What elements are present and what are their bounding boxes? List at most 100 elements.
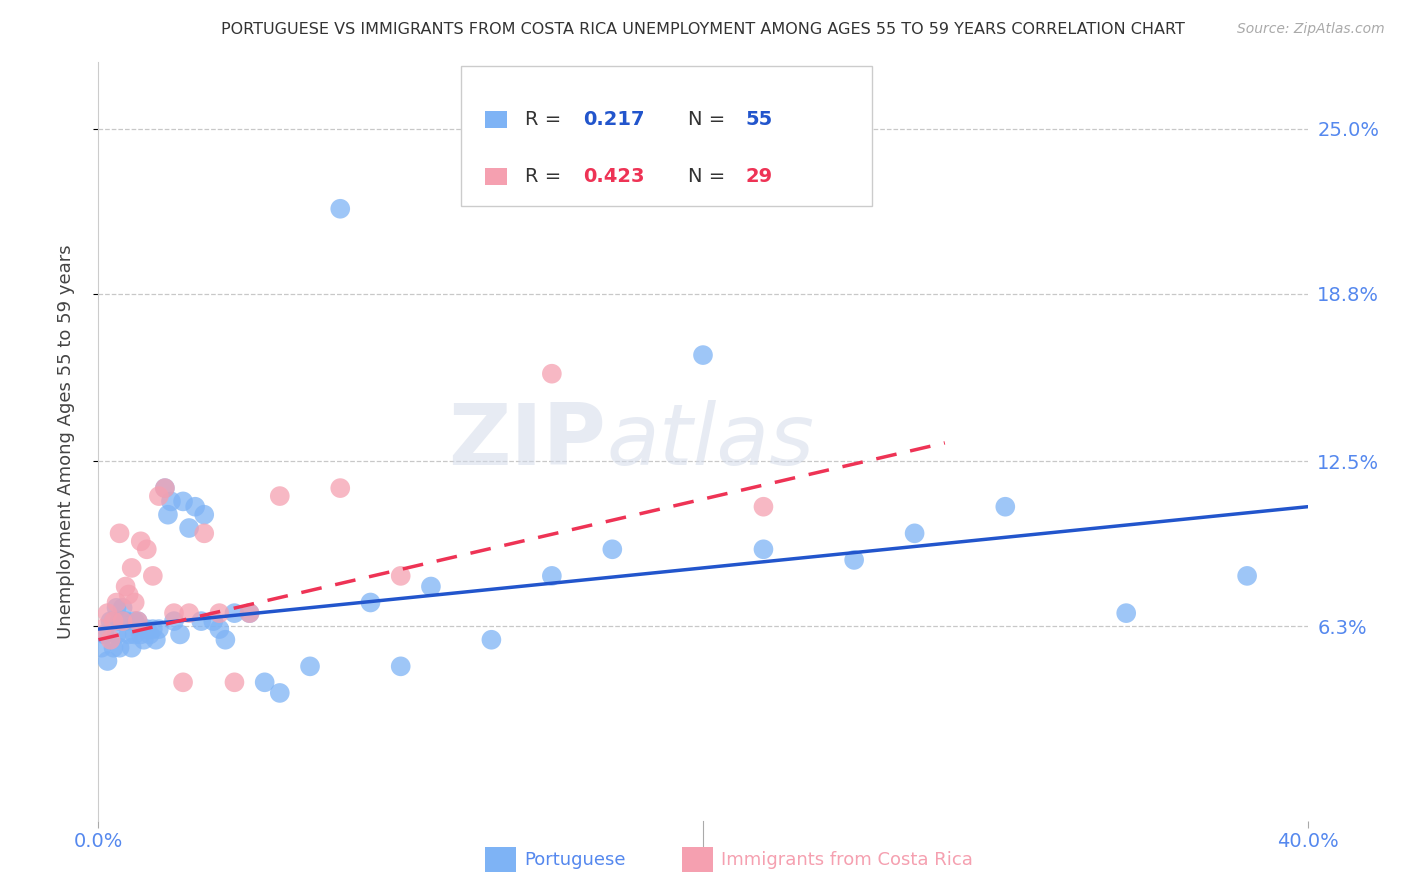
Point: [172, 494, 194, 508]
Point: [179, 521, 201, 535]
Point: [184, 500, 207, 514]
Point: [100, 614, 122, 628]
Point: [105, 595, 128, 609]
Point: [202, 614, 225, 628]
Text: 55: 55: [745, 110, 772, 128]
Point: [139, 627, 162, 641]
Point: [142, 622, 165, 636]
Point: [239, 606, 262, 620]
Point: [105, 600, 128, 615]
Text: N =: N =: [689, 110, 733, 128]
Point: [96, 654, 118, 668]
Point: [269, 686, 291, 700]
Point: [135, 542, 157, 557]
Point: [540, 569, 562, 583]
Point: [118, 587, 141, 601]
Point: [299, 659, 322, 673]
Point: [1115, 606, 1137, 620]
Point: [108, 614, 131, 628]
Text: R =: R =: [526, 110, 568, 128]
Point: [135, 622, 157, 636]
Point: [103, 614, 125, 628]
Point: [602, 542, 624, 557]
Text: atlas: atlas: [606, 400, 814, 483]
Point: [1236, 569, 1258, 583]
Point: [121, 561, 143, 575]
Point: [96, 606, 118, 620]
Point: [540, 367, 562, 381]
Point: [752, 542, 775, 557]
Point: [904, 526, 927, 541]
FancyBboxPatch shape: [485, 168, 506, 185]
Point: [153, 481, 176, 495]
Point: [239, 606, 262, 620]
Point: [129, 534, 152, 549]
Point: [172, 675, 194, 690]
Text: Immigrants from Costa Rica: Immigrants from Costa Rica: [721, 851, 973, 869]
Point: [208, 622, 231, 636]
Point: [127, 614, 149, 628]
Y-axis label: Unemployment Among Ages 55 to 59 years: Unemployment Among Ages 55 to 59 years: [56, 244, 75, 639]
Point: [132, 632, 155, 647]
Point: [111, 614, 134, 628]
Point: [389, 659, 412, 673]
Text: N =: N =: [689, 167, 733, 186]
Point: [114, 580, 136, 594]
Text: R =: R =: [526, 167, 568, 186]
Point: [108, 526, 131, 541]
Point: [103, 640, 125, 655]
Point: [108, 640, 131, 655]
Point: [90, 640, 112, 655]
Point: [111, 600, 134, 615]
Point: [193, 526, 215, 541]
Point: [692, 348, 714, 362]
Text: ZIP: ZIP: [449, 400, 606, 483]
Point: [190, 614, 212, 628]
Point: [193, 508, 215, 522]
Point: [481, 632, 503, 647]
Text: 0.217: 0.217: [583, 110, 645, 128]
Point: [752, 500, 775, 514]
Point: [253, 675, 276, 690]
Point: [100, 632, 122, 647]
Text: Source: ZipAtlas.com: Source: ZipAtlas.com: [1237, 22, 1385, 37]
Point: [224, 675, 246, 690]
Text: PORTUGUESE VS IMMIGRANTS FROM COSTA RICA UNEMPLOYMENT AMONG AGES 55 TO 59 YEARS : PORTUGUESE VS IMMIGRANTS FROM COSTA RICA…: [221, 22, 1185, 37]
Point: [124, 614, 146, 628]
Point: [844, 553, 866, 567]
Point: [224, 606, 246, 620]
Point: [127, 614, 149, 628]
Point: [153, 481, 176, 495]
Point: [420, 580, 443, 594]
Point: [389, 569, 412, 583]
Point: [214, 632, 236, 647]
Point: [329, 202, 352, 216]
Point: [148, 489, 170, 503]
Point: [148, 622, 170, 636]
Point: [124, 595, 146, 609]
Point: [179, 606, 201, 620]
Point: [169, 627, 191, 641]
Point: [208, 606, 231, 620]
Point: [163, 606, 186, 620]
Point: [360, 595, 382, 609]
Text: Portuguese: Portuguese: [524, 851, 626, 869]
Point: [114, 614, 136, 628]
Point: [129, 627, 152, 641]
Point: [994, 500, 1017, 514]
Point: [90, 622, 112, 636]
Point: [145, 632, 167, 647]
Point: [105, 627, 128, 641]
FancyBboxPatch shape: [461, 66, 872, 207]
Point: [329, 481, 352, 495]
Text: 29: 29: [745, 167, 772, 186]
Point: [142, 569, 165, 583]
Point: [269, 489, 291, 503]
Point: [163, 614, 186, 628]
Point: [93, 627, 115, 641]
Text: 0.423: 0.423: [583, 167, 645, 186]
Point: [118, 627, 141, 641]
Point: [160, 494, 183, 508]
FancyBboxPatch shape: [485, 111, 506, 128]
Point: [121, 640, 143, 655]
